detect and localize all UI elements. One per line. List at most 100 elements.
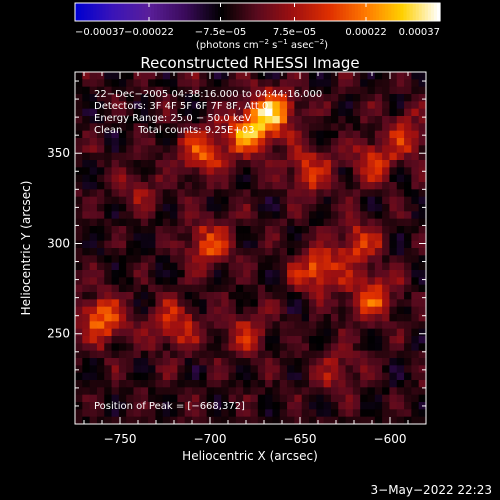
heatmap-cell (228, 101, 237, 110)
heatmap-cell (330, 380, 339, 388)
heatmap-cell (133, 416, 142, 424)
heatmap-cell (126, 189, 134, 198)
heatmap-cell (404, 321, 412, 330)
heatmap-cell (294, 182, 303, 190)
colorbar-cell (117, 3, 122, 21)
heatmap-cell (96, 321, 105, 330)
heatmap-cell (418, 72, 426, 80)
colorbar-cell (309, 3, 313, 21)
heatmap-cell (330, 79, 339, 88)
heatmap-cell (338, 292, 347, 300)
heatmap-cell (213, 328, 222, 337)
heatmap-cell (213, 394, 222, 403)
heatmap-cell (177, 270, 186, 278)
heatmap-cell (367, 350, 376, 359)
heatmap-cell (265, 116, 273, 124)
heatmap-cell (272, 211, 281, 220)
heatmap-cell (316, 86, 325, 95)
heatmap-cell (265, 248, 273, 256)
heatmap-cell (404, 174, 412, 183)
heatmap-cell (82, 204, 91, 212)
heatmap-cell (126, 402, 134, 410)
heatmap-cell (367, 343, 376, 352)
heatmap-cell (316, 189, 325, 198)
heatmap-cell (389, 218, 398, 227)
heatmap-cell (177, 328, 186, 337)
heatmap-cell (338, 116, 347, 124)
heatmap-cell (345, 182, 354, 190)
heatmap-cell (389, 365, 398, 374)
heatmap-cell (367, 130, 376, 139)
heatmap-cell (352, 270, 361, 278)
heatmap-cell (404, 248, 412, 256)
colorbar-gradient (75, 3, 441, 21)
heatmap-cell (330, 182, 339, 190)
heatmap-cell (294, 86, 303, 95)
heatmap-cell (330, 94, 339, 102)
heatmap-cell (162, 211, 171, 220)
heatmap-cell (352, 167, 361, 176)
heatmap-cell (155, 306, 164, 315)
heatmap-cell (96, 284, 105, 293)
heatmap-cell (338, 79, 347, 88)
heatmap-cell (111, 248, 120, 256)
heatmap-cell (367, 86, 376, 95)
heatmap-cell (96, 123, 105, 132)
heatmap-cell (111, 402, 120, 410)
heatmap-cell (221, 108, 230, 117)
heatmap-cell (133, 387, 142, 396)
heatmap-cell (75, 248, 83, 256)
heatmap-cell (192, 343, 200, 352)
heatmap-cell (126, 314, 134, 322)
heatmap-cell (360, 240, 368, 249)
heatmap-cell (104, 277, 113, 286)
heatmap-cell (133, 262, 142, 271)
heatmap-cell (411, 196, 420, 205)
heatmap-cell (82, 409, 91, 418)
heatmap-cell (309, 336, 317, 344)
heatmap-cell (367, 94, 376, 102)
heatmap-cell (250, 402, 259, 410)
heatmap-cell (192, 101, 200, 110)
heatmap-cell (389, 380, 398, 388)
heatmap-cell (360, 189, 368, 198)
heatmap-cell (235, 152, 244, 161)
heatmap-cell (235, 402, 244, 410)
heatmap-cell (89, 152, 98, 161)
heatmap-cell (140, 336, 149, 344)
heatmap-cell (287, 196, 295, 205)
heatmap-cell (118, 138, 127, 146)
colorbar-cell (278, 3, 283, 21)
colorbar-cell (415, 3, 420, 21)
heatmap-cell (96, 218, 105, 227)
heatmap-cell (301, 86, 310, 95)
heatmap-cell (104, 116, 113, 124)
heatmap-cell (104, 204, 113, 212)
heatmap-cell (126, 86, 134, 95)
heatmap-cell (148, 79, 156, 88)
heatmap-cell (272, 409, 281, 418)
heatmap-cell (118, 328, 127, 337)
heatmap-cell (257, 321, 266, 330)
heatmap-cell (89, 79, 98, 88)
heatmap-cell (323, 116, 332, 124)
heatmap-cell (221, 380, 230, 388)
heatmap-cell (250, 189, 259, 198)
heatmap-cell (257, 160, 266, 168)
heatmap-cell (411, 292, 420, 300)
colorbar-cell (357, 3, 362, 21)
heatmap-cell (192, 321, 200, 330)
heatmap-cell (75, 211, 83, 220)
heatmap-cell (396, 72, 405, 80)
heatmap-cell (162, 79, 171, 88)
heatmap-cell (367, 72, 376, 80)
heatmap-cell (206, 402, 215, 410)
heatmap-cell (192, 130, 200, 139)
heatmap-cell (374, 358, 383, 366)
heatmap-cell (126, 255, 134, 264)
heatmap-cell (294, 328, 303, 337)
heatmap-cell (287, 416, 295, 424)
heatmap-cell (309, 277, 317, 286)
heatmap-cell (148, 394, 156, 403)
heatmap-cell (228, 138, 237, 146)
